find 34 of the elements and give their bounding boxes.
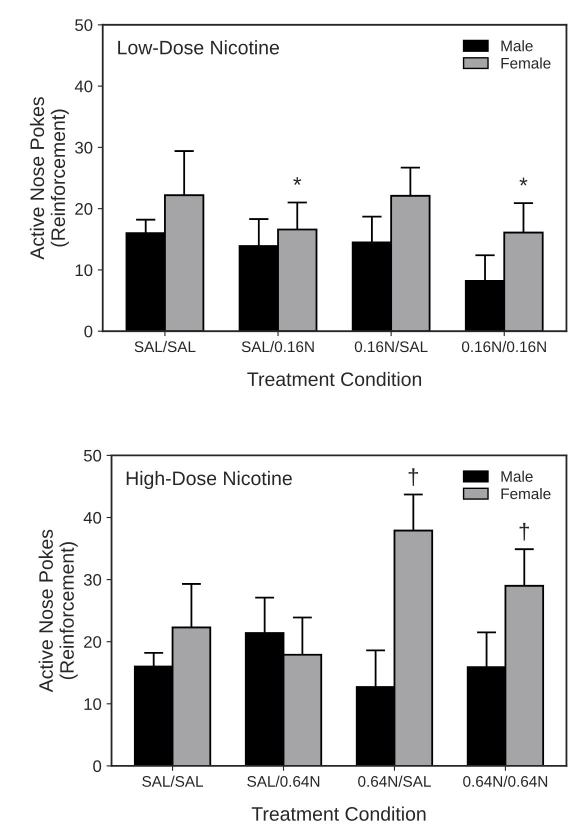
text: Low-Dose Nicotine [118,40,279,54]
y-tick-label: 10 [76,264,92,276]
y-axis-title: Active Nose Pokes (Reinforcement) [38,530,78,692]
y-tick-label: 40 [74,80,92,92]
y-axis-title: Active Nose Pokes (Reinforcement) [30,97,69,260]
x-tick-label: SAL/SAL [142,776,204,787]
y-tick-label: 20 [84,636,102,648]
y-tick-label: 30 [75,142,92,154]
annotation: * [293,177,302,185]
x-tick-label: SAL/0.64N [247,776,320,787]
x-axis-title: Treatment Condition [252,806,426,821]
y-tick-label: 50 [75,19,92,32]
legend-label: Female [501,488,550,500]
legend-label: Male [501,40,533,52]
legend-label: Male [501,470,533,482]
y-tick-label: 0 [93,760,102,772]
x-tick-label: SAL/SAL [134,340,196,352]
x-tick-label: 0.64N/SAL [358,776,431,787]
x-tick-label: 0.64N/0.64N [463,776,548,787]
x-tick-label: SAL/0.16N [242,340,314,352]
text: High-Dose Nicotine [126,470,292,490]
annotation: * [520,178,528,186]
y-tick-label: 40 [84,512,102,524]
x-tick-label: 0.16N/0.16N [462,340,546,352]
y-tick-label: 10 [84,698,102,710]
y-tick-label: 20 [75,203,92,215]
annotation: † [408,468,418,486]
x-tick-label: 0.16N/SAL [354,340,428,352]
y-tick-label: 30 [84,574,102,586]
y-tick-label: 0 [84,326,92,338]
y-tick-label: 50 [84,450,102,462]
annotation: † [520,522,529,540]
x-axis-title: Treatment Condition [247,372,422,386]
legend-label: Female [501,57,550,69]
